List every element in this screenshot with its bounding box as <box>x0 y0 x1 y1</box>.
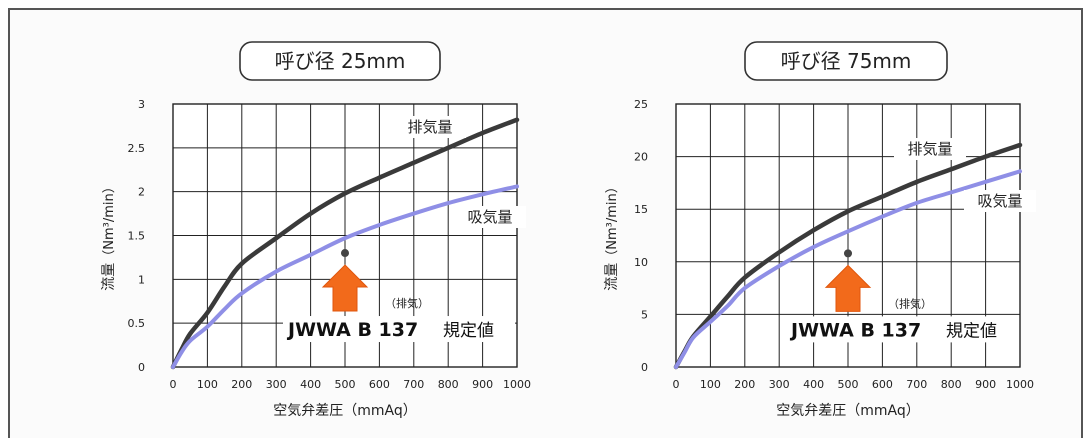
x-tick-label: 900 <box>472 378 493 391</box>
arrow-icon <box>321 264 369 312</box>
x-tick-label: 0 <box>673 378 680 391</box>
annotation-bg <box>283 316 515 343</box>
y-tick-label: 5 <box>641 308 648 321</box>
x-tick-label: 300 <box>266 378 287 391</box>
y-tick-label: 0 <box>138 361 145 374</box>
x-tick-label: 400 <box>300 378 321 391</box>
x-tick-label: 400 <box>803 378 824 391</box>
x-tick-label: 1000 <box>503 378 531 391</box>
marker-point <box>341 249 349 258</box>
series-label: 排気量 <box>407 118 452 136</box>
y-tick-label: 0.5 <box>128 317 146 330</box>
y-axis-label: 流量（Nm³/min） <box>604 180 620 291</box>
x-tick-label: 0 <box>170 378 177 391</box>
annotation-note: （排気） <box>888 296 932 310</box>
series-label-bg <box>394 116 466 138</box>
x-tick-label: 600 <box>872 378 893 391</box>
y-tick-label: 2.5 <box>128 142 146 155</box>
arrow-icon <box>824 264 872 312</box>
x-tick-label: 800 <box>941 378 962 391</box>
x-tick-label: 500 <box>335 378 356 391</box>
y-tick-label: 10 <box>634 256 648 269</box>
marker-point <box>844 249 852 258</box>
x-tick-label: 200 <box>231 378 252 391</box>
y-tick-label: 20 <box>634 151 648 164</box>
x-tick-label: 100 <box>197 378 218 391</box>
y-tick-label: 25 <box>634 98 648 111</box>
series-line-exhaust <box>170 117 520 370</box>
y-tick-label: 15 <box>634 203 648 216</box>
x-tick-label: 300 <box>769 378 790 391</box>
x-tick-label: 600 <box>369 378 390 391</box>
y-tick-label: 2 <box>138 186 145 199</box>
series-label: 吸気量 <box>467 208 512 226</box>
y-tick-label: 0 <box>641 361 648 374</box>
x-axis-label: 空気弁差圧（mmAq） <box>273 403 417 419</box>
annotation-suffix: 規定値 <box>946 321 997 341</box>
series-line-intake <box>674 169 1022 369</box>
x-tick-label: 100 <box>700 378 721 391</box>
x-tick-label: 900 <box>975 378 996 391</box>
annotation-bg <box>786 316 1018 343</box>
y-axis-label: 流量（Nm³/min） <box>101 180 117 291</box>
series-label-bg <box>964 190 1036 212</box>
y-tick-label: 1.5 <box>128 230 146 243</box>
series-label: 吸気量 <box>977 192 1022 210</box>
x-tick-label: 800 <box>438 378 459 391</box>
chart-title: 呼び径 25mm <box>275 49 406 73</box>
chart-title-box <box>744 41 948 81</box>
chart-1: 呼び径 25mm 0 100 200 300 400 500 600 700 800 900 1000… <box>101 41 531 419</box>
series-line-intake <box>171 184 519 369</box>
series-label-bg <box>454 206 526 228</box>
x-tick-label: 700 <box>906 378 927 391</box>
y-tick-label: 1 <box>138 273 145 286</box>
x-tick-label: 700 <box>403 378 424 391</box>
series-label-bg <box>894 138 966 160</box>
series-label: 排気量 <box>907 140 952 158</box>
chart-title: 呼び径 75mm <box>781 49 912 73</box>
chart-title-box <box>239 41 441 81</box>
x-tick-label: 200 <box>734 378 755 391</box>
annotation-suffix: 規定値 <box>443 321 494 341</box>
x-axis-label: 空気弁差圧（mmAq） <box>776 403 920 419</box>
annotation-note: （排気） <box>385 296 429 310</box>
x-tick-label: 500 <box>838 378 859 391</box>
y-tick-label: 3 <box>138 98 145 111</box>
x-tick-label: 1000 <box>1006 378 1034 391</box>
annotation-main: JWWA B 137 <box>789 319 921 341</box>
annotation-main: JWWA B 137 <box>286 319 418 341</box>
